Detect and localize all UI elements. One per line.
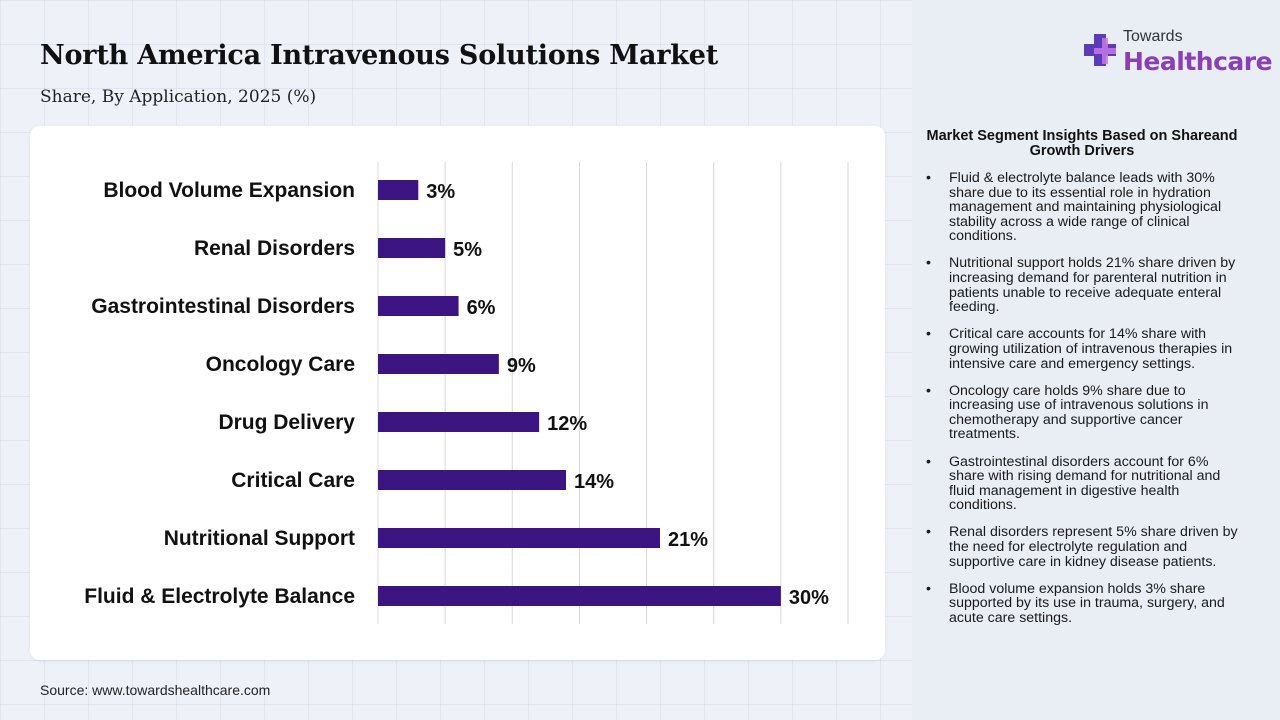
logo-text-towards: Towards xyxy=(1123,28,1183,45)
insight-item: Oncology care holds 9% share due to incr… xyxy=(926,383,1246,442)
insight-item: Gastrointestinal disorders account for 6… xyxy=(926,454,1246,513)
category-label: Gastrointestinal Disorders xyxy=(91,295,355,318)
chart-subtitle: Share, By Application, 2025 (%) xyxy=(40,87,317,107)
chart-title: North America Intravenous Solutions Mark… xyxy=(40,40,719,71)
value-label: 9% xyxy=(507,355,536,377)
value-label: 6% xyxy=(467,297,496,319)
value-label: 21% xyxy=(668,529,708,551)
bar xyxy=(378,180,419,200)
insight-item: Nutritional support holds 21% share driv… xyxy=(926,256,1246,314)
insight-item: Fluid & electrolyte balance leads with 3… xyxy=(926,171,1246,244)
chart-card: Blood Volume Expansion 3% Renal Disorders 5… xyxy=(30,126,885,660)
source-note: Source: www.towardshealthcare.com xyxy=(40,682,271,698)
logo-text-healthcare: Healthcare xyxy=(1123,47,1273,76)
category-label: Fluid & Electrolyte Balance xyxy=(84,585,355,608)
insights-list: Fluid & electrolyte balance leads with 3… xyxy=(926,171,1246,638)
insight-item: Blood volume expansion holds 3% share su… xyxy=(926,581,1246,626)
value-label: 12% xyxy=(547,413,587,435)
bar xyxy=(378,238,446,258)
category-label: Renal Disorders xyxy=(194,237,355,260)
medical-cross-icon xyxy=(1084,34,1116,66)
category-label: Oncology Care xyxy=(206,353,355,376)
bar xyxy=(378,412,540,432)
value-label: 3% xyxy=(426,181,455,203)
brand-logo: Towards Healthcare xyxy=(1080,28,1273,78)
value-label: 30% xyxy=(789,587,829,609)
bar-chart: Blood Volume Expansion 3% Renal Disorders 5… xyxy=(84,162,849,624)
insight-item: Renal disorders represent 5% share drive… xyxy=(926,525,1246,569)
category-label: Blood Volume Expansion xyxy=(103,179,355,202)
bar xyxy=(378,470,566,490)
category-label: Critical Care xyxy=(231,469,355,492)
bar xyxy=(378,296,459,316)
bar xyxy=(378,586,781,606)
insights-title: Market Segment Insights Based on Sharean… xyxy=(926,128,1238,159)
insight-item: Critical care accounts for 14% share wit… xyxy=(926,327,1246,371)
bar xyxy=(378,528,660,548)
category-label: Nutritional Support xyxy=(164,527,355,550)
value-label: 14% xyxy=(574,471,614,493)
value-label: 5% xyxy=(453,239,482,261)
category-label: Drug Delivery xyxy=(218,411,355,434)
bar xyxy=(378,354,499,374)
